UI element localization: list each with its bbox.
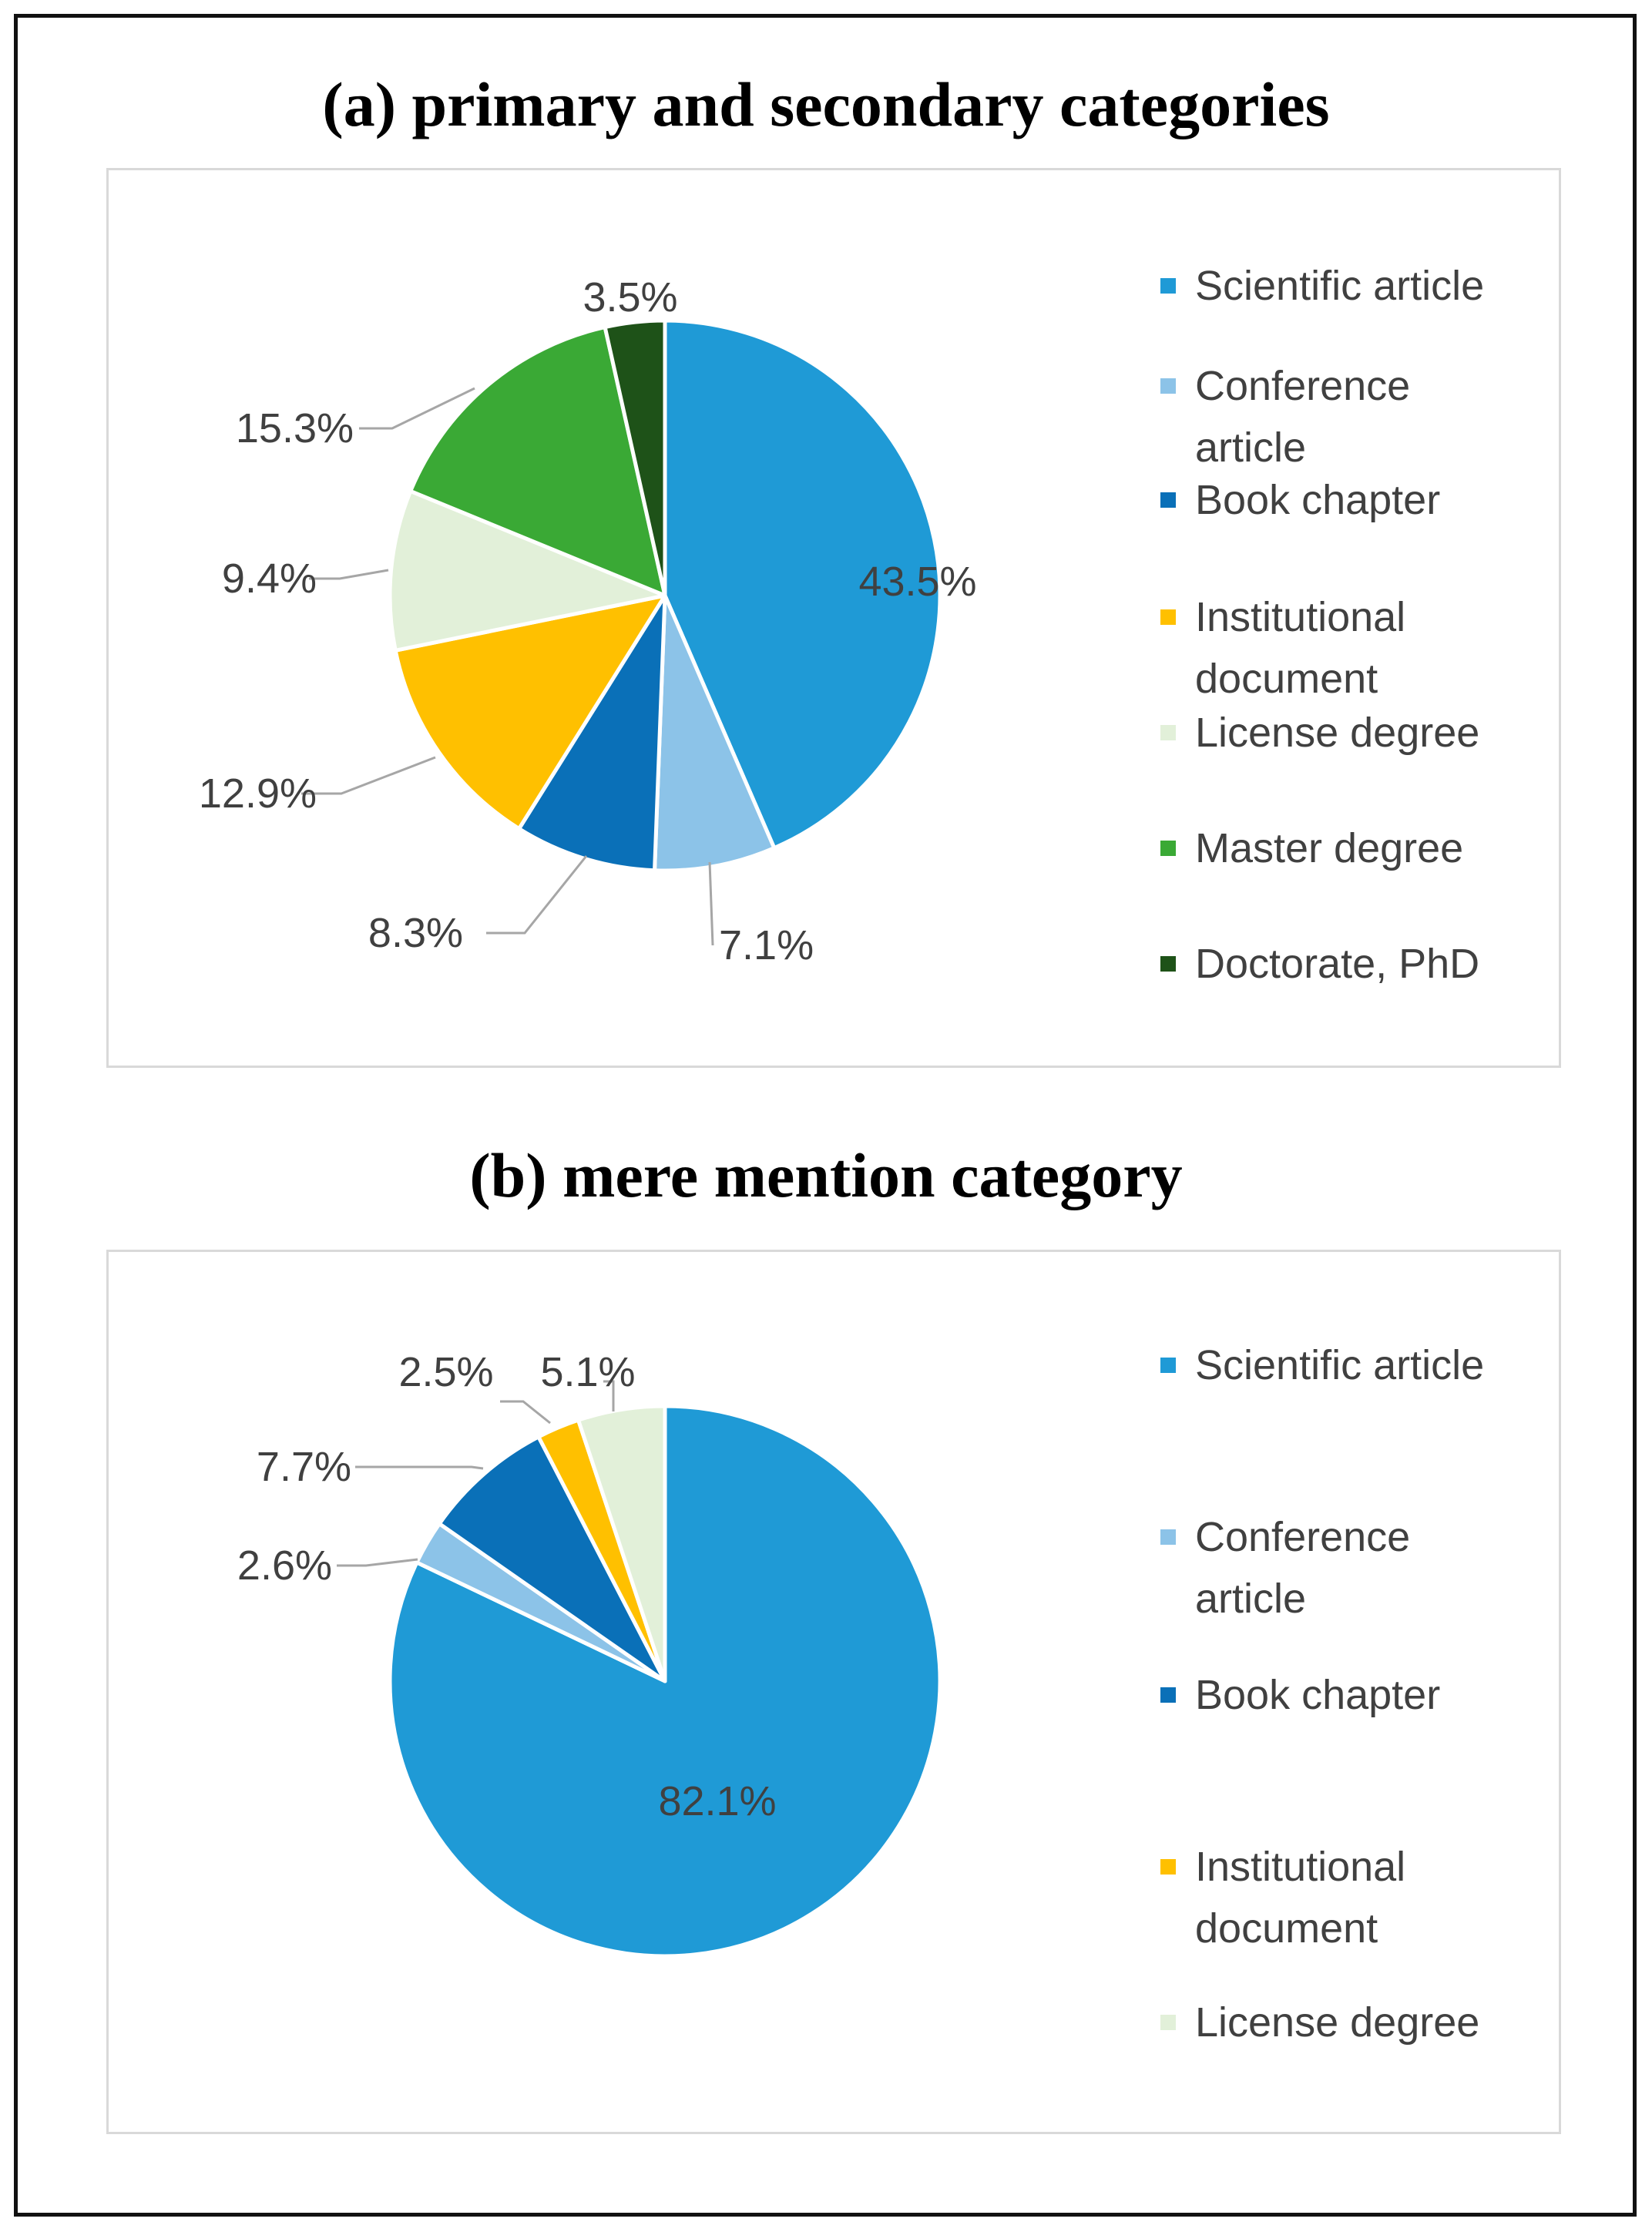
pie-a-leader-line-book-chapter (486, 855, 588, 935)
legend-a-label-master-degree: Master degree (1195, 825, 1463, 871)
pie-b-data-label-scientific-article: 82.1% (658, 1778, 776, 1824)
legend-b-item-institutional-document: Institutional document (1160, 1844, 1405, 1952)
pie-a-slice-doctorate-phd (603, 318, 667, 598)
legend-a-item-master-degree: Master degree (1160, 825, 1463, 871)
legend-b-item-license-degree: License degree (1160, 1999, 1479, 2046)
pie-a-data-label-doctorate-phd: 3.5% (583, 274, 677, 321)
pie-a-data-label-conference-article: 7.1% (719, 922, 814, 968)
pie-chart-b: 82.1% 2.6% 7.7% 2.5% 5.1% Scientific article C… (237, 1342, 1484, 2046)
legend-b-swatch-book-chapter (1160, 1687, 1176, 1703)
legend-b-swatch-institutional-document (1160, 1859, 1176, 1875)
pie-b-slice-license-degree (576, 1404, 667, 1683)
legend-a-swatch-institutional-document (1160, 609, 1176, 625)
chart-b-title: (b) mere mention category (469, 1140, 1183, 1210)
legend-a-swatch-license-degree (1160, 725, 1176, 740)
pie-a-data-label-license-degree: 9.4% (222, 555, 317, 602)
legend-a-swatch-master-degree (1160, 841, 1176, 856)
pie-b-slice-book-chapter (437, 1435, 667, 1683)
legend-b-label-conference-article: Conference (1195, 1514, 1410, 1560)
legend-a-swatch-scientific-article (1160, 278, 1176, 294)
legend-a-item-doctorate-phd: Doctorate, PhD (1160, 941, 1479, 987)
legend-a-item-institutional-document: Institutional document (1160, 594, 1405, 702)
legend-a-item-book-chapter: Book chapter (1160, 477, 1440, 523)
pie-b-leader-line-conference-article (337, 1558, 418, 1567)
pie-a-slice-master-degree (408, 325, 667, 598)
legend-b-label-institutional-document: Institutional (1195, 1844, 1405, 1890)
legend-b-item-book-chapter: Book chapter (1160, 1672, 1440, 1718)
chart-a-title: (a) primary and secondary categories (322, 69, 1330, 139)
pie-a-slice-license-degree (388, 488, 667, 653)
pie-b-slice-scientific-article (388, 1404, 942, 1958)
pie-a-leader-line-conference-article (708, 861, 714, 946)
pie-a-slice-scientific-article (663, 318, 942, 851)
legend-a-label-institutional-document: Institutional (1195, 594, 1405, 640)
pie-b-leader-line-book-chapter (355, 1465, 484, 1470)
pie-chart-a: 43.5% 7.1% 8.3% 12.9% 9.4% 15.3% 3.5% Scientifi… (199, 263, 1484, 987)
pie-b-data-label-book-chapter: 7.7% (257, 1444, 351, 1490)
legend-a-swatch-conference-article (1160, 378, 1176, 394)
pie-a-slice-conference-article (653, 593, 777, 873)
legend-a-label-license-degree: License degree (1195, 710, 1479, 756)
legend-a-item-conference-article: Conference article (1160, 363, 1410, 471)
legend-b-label-conference-article: article (1195, 1576, 1306, 1622)
legend-a-label-doctorate-phd: Doctorate, PhD (1195, 941, 1479, 987)
pie-a-data-label-institutional-document: 12.9% (199, 770, 317, 817)
pie-a-data-label-book-chapter: 8.3% (368, 910, 463, 956)
pie-b-data-label-institutional-document: 2.5% (398, 1349, 493, 1395)
pie-a-data-label-scientific-article: 43.5% (858, 559, 976, 605)
pie-a-leader-line-license-degree (309, 569, 389, 580)
pie-b-data-label-conference-article: 2.6% (237, 1542, 332, 1589)
legend-b-label-license-degree: License degree (1195, 1999, 1479, 2046)
pie-a-data-label-master-degree: 15.3% (236, 405, 354, 451)
chart-a-box: 43.5% 7.1% 8.3% 12.9% 9.4% 15.3% 3.5% Scientifi… (106, 168, 1561, 1068)
legend-b-label-book-chapter: Book chapter (1195, 1672, 1440, 1718)
legend-a-label-book-chapter: Book chapter (1195, 477, 1440, 523)
legend-a-swatch-book-chapter (1160, 492, 1176, 508)
pie-a-leader-line-master-degree (359, 387, 475, 430)
legend-b-label-institutional-document: document (1195, 1905, 1378, 1952)
legend-b-swatch-conference-article (1160, 1529, 1176, 1545)
pie-b-leader-line-license-degree (603, 1380, 615, 1411)
legend-a-item-license-degree: License degree (1160, 710, 1479, 756)
pie-b-leader-line-institutional-document (500, 1400, 551, 1425)
legend-a-label-conference-article: Conference (1195, 363, 1410, 409)
legend-b-swatch-license-degree (1160, 2015, 1176, 2030)
legend-b-label-scientific-article: Scientific article (1195, 1342, 1484, 1388)
legend-a-item-scientific-article: Scientific article (1160, 263, 1484, 309)
legend-b-item-scientific-article: Scientific article (1160, 1342, 1484, 1388)
legend-a-swatch-doctorate-phd (1160, 956, 1176, 972)
legend-b-swatch-scientific-article (1160, 1358, 1176, 1373)
legend-b-item-conference-article: Conference article (1160, 1514, 1410, 1622)
legend-a-label-institutional-document: document (1195, 656, 1378, 702)
legend-a-label-conference-article: article (1195, 425, 1306, 471)
chart-b-box: 82.1% 2.6% 7.7% 2.5% 5.1% Scientific article C… (106, 1250, 1561, 2134)
pie-a-leader-line-institutional-document (301, 756, 436, 795)
legend-a-label-scientific-article: Scientific article (1195, 263, 1484, 309)
pie-b-data-label-license-degree: 5.1% (540, 1349, 635, 1395)
pie-a-slice-institutional-document (393, 593, 667, 831)
